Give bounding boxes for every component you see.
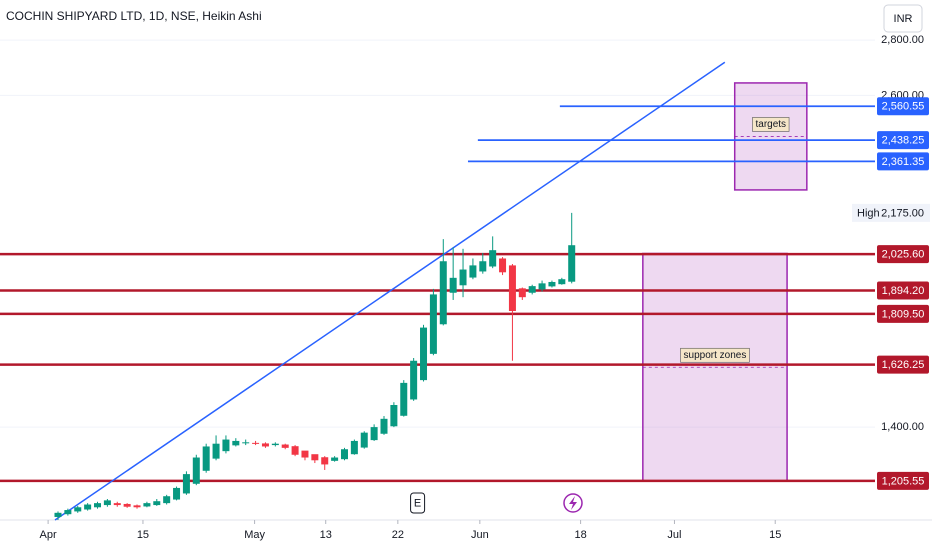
x-tick-label: 15 [137,529,149,541]
candle-body [469,265,477,278]
candle-body [459,269,467,286]
high-name: High [857,207,880,219]
candle-body [222,439,230,452]
candle-body [123,503,131,507]
x-tick-label: Jul [667,529,681,541]
candle-body [380,418,388,434]
candle-body [508,265,516,312]
x-tick-label: Jun [471,529,489,541]
event-label: E [414,497,421,509]
event-marker [410,492,426,514]
candle-body [252,442,260,444]
x-tick-label: 22 [392,529,404,541]
price-label: 2,361.35 [882,156,925,168]
candle-body [499,258,507,273]
zone-label: support zones [680,347,750,363]
price-label: 2,438.25 [882,134,925,146]
candle-body [390,404,398,427]
high-label-bg [852,203,930,222]
candle-body [449,277,457,293]
candle-body [103,500,111,506]
zone-label-bg [752,117,790,132]
candle-body [360,432,368,448]
price-label-bg [877,355,929,374]
candle-body [182,474,190,494]
candle-body [528,286,536,293]
candle-body [84,504,92,510]
candle-body [350,440,358,455]
price-label-bg [877,304,929,323]
candle-body [113,503,121,506]
y-tick-label: 2,800.00 [881,34,924,46]
flash-event[interactable] [563,493,583,513]
candle-body [439,261,447,325]
price-label-bg [877,152,929,171]
candle-body [311,454,319,461]
high-label: 2,175.00 [881,207,924,219]
candle-body [271,443,279,446]
candle-body [54,512,62,517]
price-label-bg [877,471,929,490]
price-label-bg [877,245,929,264]
zone-label-bg [680,347,750,363]
candle-body [281,444,289,448]
chart-title: COCHIN SHIPYARD LTD, 1D, NSE, Heikin Ash… [6,9,262,23]
candle-body [301,450,309,458]
price-label: 2,560.55 [882,101,925,113]
currency-button[interactable] [883,4,923,33]
price-label: 1,809.50 [882,308,925,320]
candle-body [192,457,200,484]
candle-body [331,457,339,461]
candle-body [74,507,82,512]
candle-body [518,288,526,298]
candle-body [568,245,576,282]
candle-body [400,382,408,416]
price-label: 1,626.25 [882,359,925,371]
candle-body [242,442,250,444]
candle-body [173,487,181,500]
candle-body [291,446,299,455]
candle-body [420,327,428,381]
candle-body [163,496,171,504]
price-label-bg [877,131,929,150]
trend-line [54,61,726,521]
price-label-bg [877,97,929,116]
candle-body [64,510,72,515]
candle-body [133,505,141,508]
zone-label-text: support zones [684,350,747,361]
candle-body [232,440,240,446]
x-tick-label: 13 [320,529,332,541]
candle-body [429,294,437,354]
candle-body [538,283,546,290]
candle-body [202,446,210,471]
candle-body [212,443,220,459]
candle-body [489,250,497,267]
x-tick-label: May [244,529,265,541]
x-tick-label: 15 [769,529,781,541]
candle-body [479,261,487,272]
price-label: 2,025.60 [882,249,925,261]
candle-body [261,443,269,447]
price-label: 1,205.55 [882,475,925,487]
zone-label: targets [752,117,790,132]
y-tick-label: 1,400.00 [881,421,924,433]
x-tick-label: Apr [40,529,57,541]
price-label: 1,894.20 [882,285,925,297]
candle-body [153,501,161,506]
candle-body [558,279,566,285]
candle-body [548,281,556,287]
zone-label-text: targets [755,119,786,130]
price-label-bg [877,281,929,300]
candle-body [94,503,102,508]
currency-label[interactable]: INR [894,13,913,25]
event-bolt [569,496,577,510]
candle-body [410,360,418,400]
candle-body [340,449,348,460]
candle-body [321,457,329,465]
candle-body [143,503,151,507]
x-tick-label: 18 [574,529,586,541]
candle-body [370,427,378,441]
